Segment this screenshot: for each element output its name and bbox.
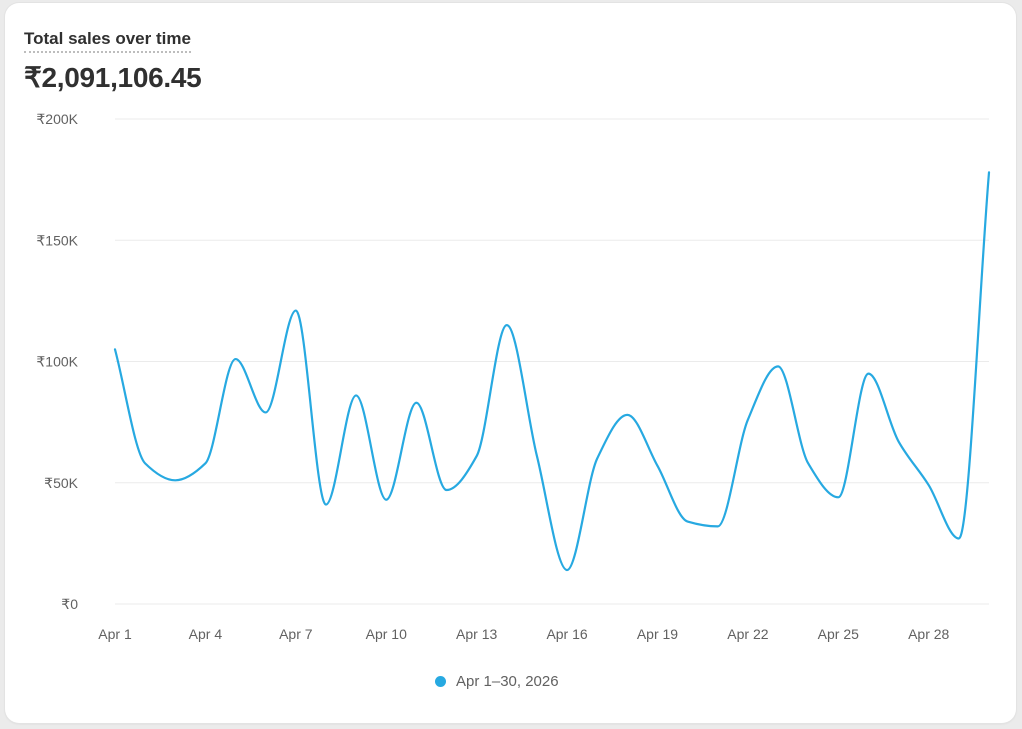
x-tick-label: Apr 4 <box>189 626 223 642</box>
total-sales-card: Total sales over time ₹2,091,106.45 <box>5 3 1016 723</box>
x-tick-label: Apr 25 <box>818 626 859 642</box>
x-tick-label: Apr 7 <box>279 626 313 642</box>
y-tick-label: ₹100K <box>36 354 78 370</box>
y-tick-label: ₹200K <box>36 111 78 127</box>
legend-dot-icon <box>435 676 446 687</box>
y-tick-label: ₹150K <box>36 232 78 248</box>
x-tick-label: Apr 13 <box>456 626 497 642</box>
x-tick-label: Apr 22 <box>727 626 768 642</box>
y-tick-label: ₹50K <box>44 475 78 491</box>
sales-series-line[interactable] <box>113 171 991 572</box>
x-tick-label: Apr 16 <box>546 626 587 642</box>
y-tick-label: ₹0 <box>61 596 78 612</box>
x-tick-label: Apr 28 <box>908 626 949 642</box>
x-tick-label: Apr 19 <box>637 626 678 642</box>
chart-legend[interactable]: Apr 1–30, 2026 <box>435 673 559 690</box>
x-tick-label: Apr 10 <box>366 626 407 642</box>
chart-title[interactable]: Total sales over time <box>24 29 191 53</box>
legend-label: Apr 1–30, 2026 <box>456 673 559 690</box>
x-tick-label: Apr 1 <box>98 626 132 642</box>
total-sales-value: ₹2,091,106.45 <box>24 62 202 93</box>
